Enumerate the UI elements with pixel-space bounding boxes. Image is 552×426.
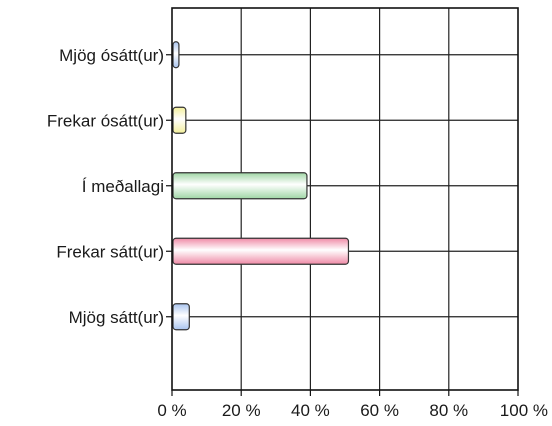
- y-tick-label-0: Mjög ósátt(ur): [59, 46, 164, 65]
- x-tick-label-1: 20 %: [222, 401, 261, 420]
- y-tick-label-3: Frekar sátt(ur): [56, 242, 164, 261]
- y-tick-label-4: Mjög sátt(ur): [69, 308, 164, 327]
- x-tick-label-3: 60 %: [360, 401, 399, 420]
- bar-0: [172, 41, 180, 69]
- bar-3: [172, 237, 350, 265]
- plot-frame: [171, 7, 519, 391]
- bar-layer: [172, 41, 350, 331]
- x-tick-label-2: 40 %: [291, 401, 330, 420]
- y-tick-label-1: Frekar ósátt(ur): [47, 111, 164, 130]
- y-tick-layer: Mjög ósátt(ur) Frekar ósátt(ur) Í meðallag…: [47, 46, 172, 327]
- bar-4: [172, 303, 190, 331]
- y-tick-label-2: Í meðallagi: [82, 177, 164, 196]
- x-tick-label-4: 80 %: [429, 401, 468, 420]
- x-tick-label-0: 0 %: [157, 401, 186, 420]
- bar-2: [172, 172, 308, 200]
- x-tick-layer: 0 % 20 % 40 % 60 % 80 % 100 %: [157, 390, 548, 420]
- x-tick-label-5: 100 %: [500, 401, 548, 420]
- bar-1: [172, 106, 187, 134]
